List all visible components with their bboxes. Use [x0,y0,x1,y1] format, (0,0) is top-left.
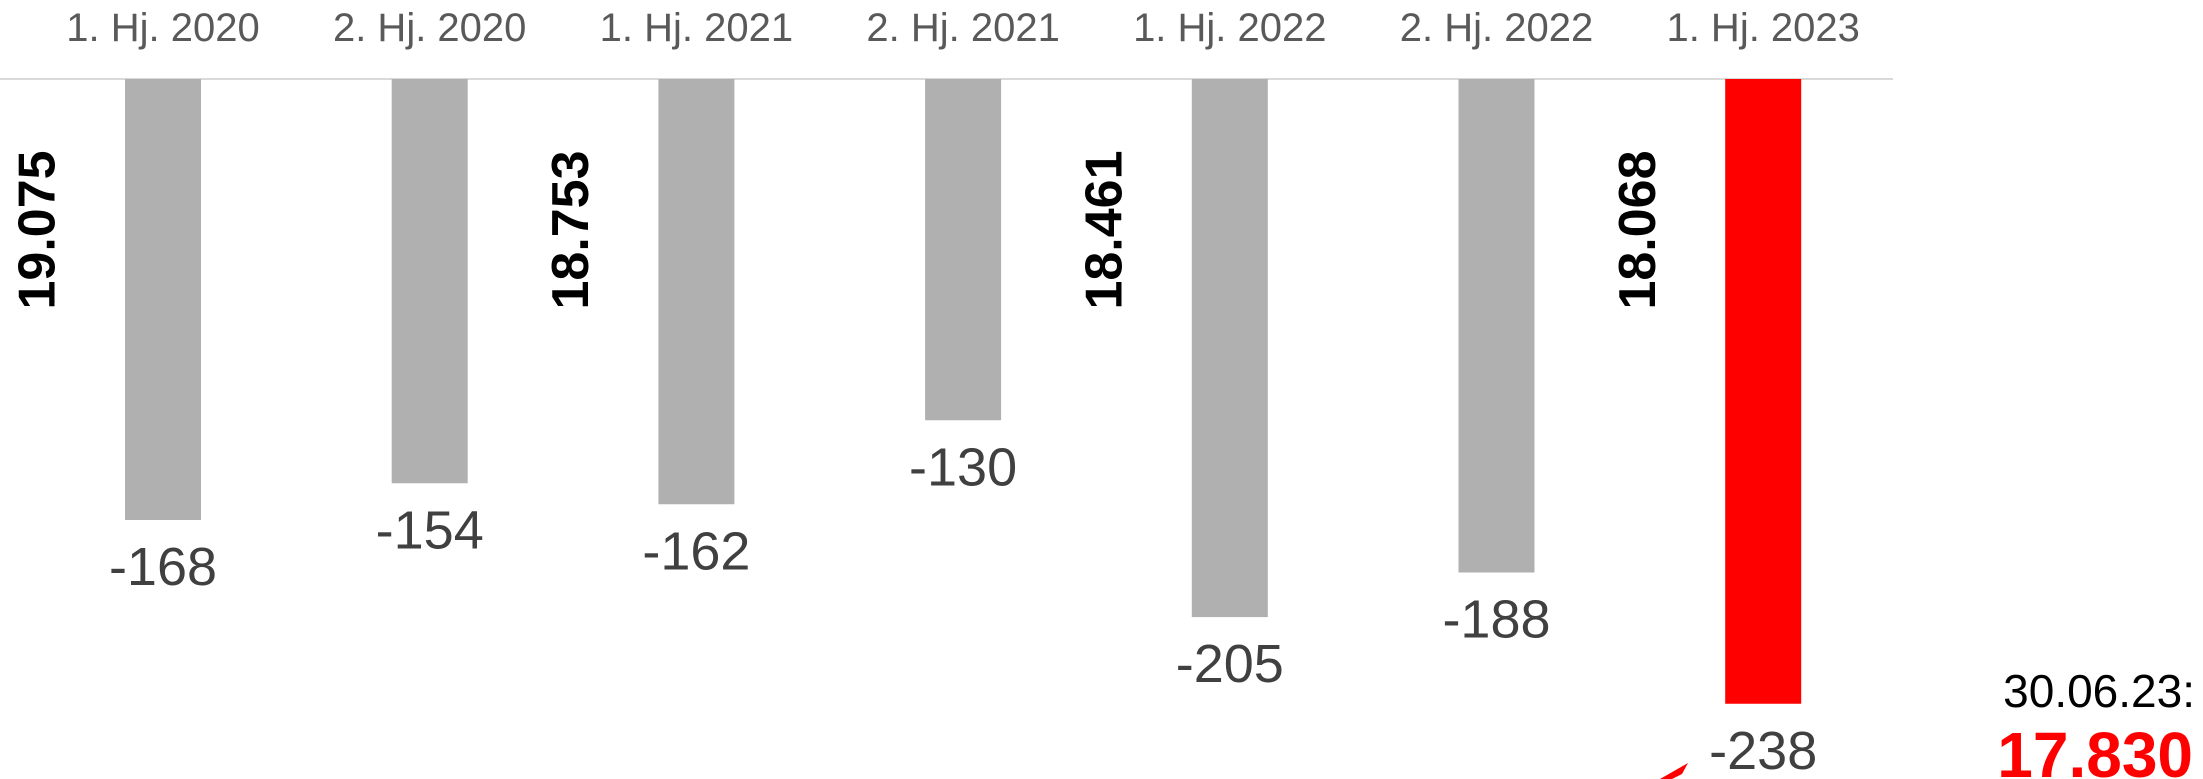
year-total-label: 18.068 [1609,150,1667,309]
arrow-icon [1660,763,1688,779]
bar [1725,79,1802,704]
value-label: -162 [642,521,750,581]
year-total-label: 18.753 [542,150,600,309]
year-total-label: 18.461 [1076,150,1134,309]
annotation-date: 30.06.23: [2003,665,2195,717]
total-annotation: 30.06.23: 17.830 [1660,665,2195,779]
annotation-total-value: 17.830 [1997,719,2193,779]
year-total-label: 19.075 [9,150,67,309]
value-label: -188 [1442,590,1550,650]
value-label: -168 [109,537,217,597]
category-label: 1. Hj. 2023 [1666,6,1859,50]
value-label: -154 [376,500,484,560]
value-labels: -168 -154 -162 -130 -205 -188 -238 [109,437,1817,779]
category-label: 2. Hj. 2020 [333,6,526,50]
category-label: 1. Hj. 2022 [1133,6,1326,50]
category-label: 2. Hj. 2022 [1400,6,1593,50]
bar [391,79,468,484]
year-total-labels: 19.075 18.753 18.461 18.068 [9,150,1667,309]
bar [125,79,201,520]
value-label: -205 [1176,634,1284,694]
bar [1458,79,1535,573]
bar [658,79,735,505]
value-label: -238 [1709,721,1817,779]
bar [1191,79,1268,618]
category-labels: 1. Hj. 2020 2. Hj. 2020 1. Hj. 2021 2. Hj. … [66,6,1860,50]
bar [925,79,1002,421]
category-label: 1. Hj. 2020 [66,6,259,50]
category-label: 1. Hj. 2021 [600,6,793,50]
category-label: 2. Hj. 2021 [866,6,1059,50]
bars [125,79,1802,704]
value-label: -130 [909,437,1017,497]
